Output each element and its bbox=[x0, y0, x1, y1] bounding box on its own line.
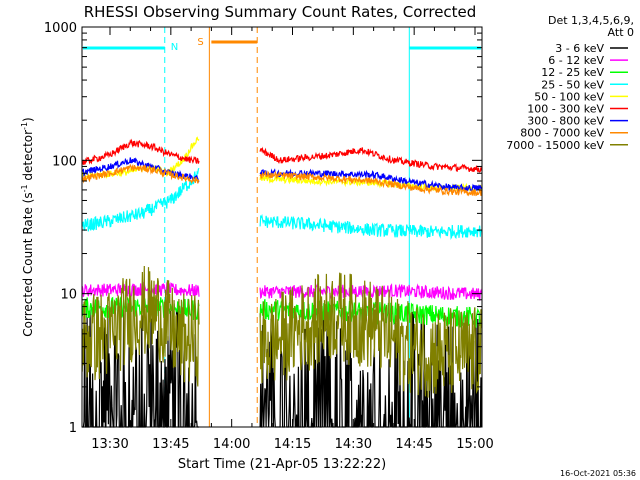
series-6-12-kev-pre bbox=[81, 281, 200, 297]
legend-label: 3 - 6 keV bbox=[555, 42, 604, 55]
legend-label: 6 - 12 keV bbox=[548, 54, 604, 67]
legend-label: 25 - 50 keV bbox=[541, 78, 604, 91]
y-axis-label-end: ) bbox=[21, 117, 35, 122]
y-tick-label: 1000 bbox=[44, 21, 77, 36]
series-3-6-kev-post bbox=[259, 311, 483, 428]
legend-label: 300 - 800 keV bbox=[527, 115, 604, 128]
y-axis-label-start: Corrected Count Rate (s bbox=[21, 192, 35, 336]
legend-header-line-1: Det 1,3,4,5,6,9, bbox=[548, 14, 634, 27]
x-tick-label: 13:30 bbox=[91, 437, 128, 452]
x-tick-label: 15:00 bbox=[456, 437, 493, 452]
y-axis-label-middle: detector bbox=[21, 130, 35, 185]
legend-header-line-2: Att 0 bbox=[608, 26, 634, 39]
series-25-50-kev-post bbox=[259, 213, 483, 240]
x-axis: 13:30 13:45 14:00 14:15 14:30 14:45 15:00 bbox=[91, 27, 494, 452]
series-800-7000-kev-pre bbox=[81, 163, 200, 185]
y-tick-label: 1 bbox=[69, 421, 77, 436]
x-tick-label: 13:45 bbox=[152, 437, 189, 452]
series-7000-15000-kev-pre bbox=[81, 265, 200, 387]
saa-label: S bbox=[197, 37, 203, 48]
legend-label: 12 - 25 keV bbox=[541, 66, 604, 79]
chart-title: RHESSI Observing Summary Count Rates, Co… bbox=[84, 3, 477, 21]
x-tick-label: 14:45 bbox=[395, 437, 432, 452]
night-label: N bbox=[171, 42, 178, 53]
series-800-7000-kev-post bbox=[259, 170, 483, 197]
y-tick-label: 100 bbox=[52, 154, 77, 169]
x-tick-label: 14:15 bbox=[274, 437, 311, 452]
y-tick-label: 10 bbox=[60, 288, 77, 303]
y-axis: 1 10 100 1000 bbox=[44, 21, 482, 436]
x-tick-label: 14:30 bbox=[335, 437, 372, 452]
y-axis-label-exponent-1: -1 bbox=[20, 184, 29, 192]
legend-label: 7000 - 15000 keV bbox=[506, 139, 604, 152]
footer-timestamp: 16-Oct-2021 05:36 bbox=[560, 469, 636, 478]
y-axis-label: Corrected Count Rate (s-1 detector-1) bbox=[20, 117, 35, 336]
legend-label: 800 - 7000 keV bbox=[520, 127, 604, 140]
x-axis-label: Start Time (21-Apr-05 13:22:22) bbox=[178, 457, 386, 472]
legend-label: 100 - 300 keV bbox=[527, 103, 604, 116]
x-tick-label: 14:00 bbox=[213, 437, 250, 452]
series-100-300-kev-pre bbox=[81, 138, 200, 166]
plot-frame bbox=[81, 26, 483, 428]
series-7000-15000-kev-post bbox=[259, 272, 483, 398]
legend-label: 50 - 100 keV bbox=[534, 90, 604, 103]
y-axis-label-exponent-2: -1 bbox=[20, 122, 29, 130]
series-100-300-kev-post bbox=[259, 146, 483, 173]
series-25-50-kev-pre bbox=[81, 167, 200, 232]
